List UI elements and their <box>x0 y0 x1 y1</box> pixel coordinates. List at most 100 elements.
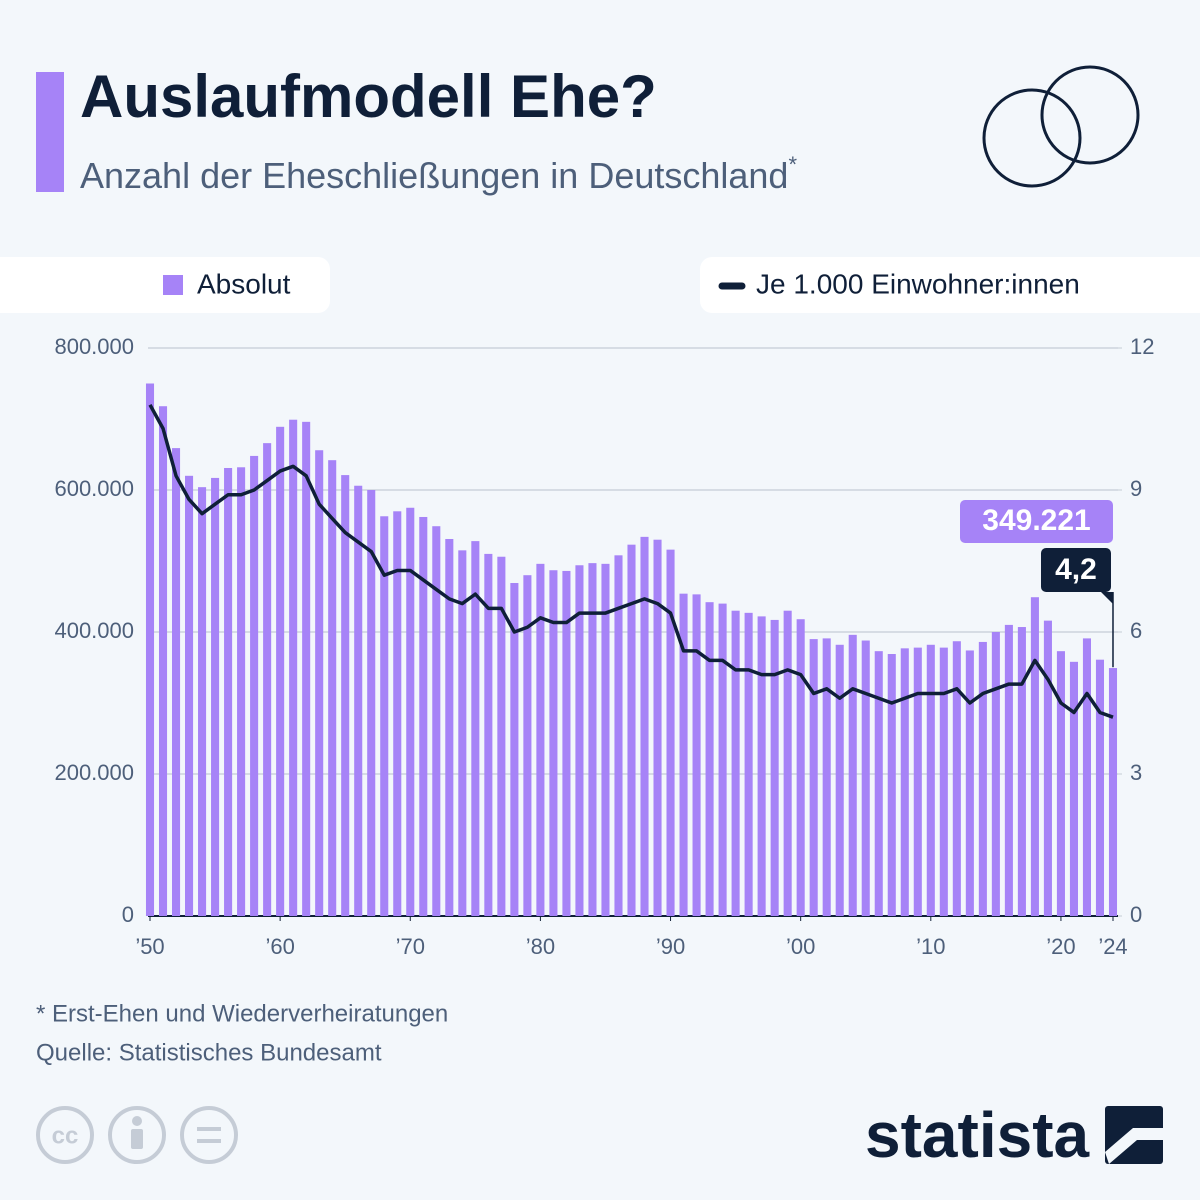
bar <box>302 421 311 916</box>
x-tick-label: ’90 <box>656 934 685 959</box>
source: Quelle: Statistisches Bundesamt <box>36 1039 382 1066</box>
bar <box>575 565 584 916</box>
bar <box>354 485 363 916</box>
bar <box>1043 620 1052 916</box>
brand-icon <box>1105 1106 1163 1164</box>
legend-label: Je 1.000 Einwohner:innen <box>756 268 1080 299</box>
bar <box>328 460 337 916</box>
bar <box>640 536 649 916</box>
bar <box>679 593 688 916</box>
x-tick-label: ’00 <box>786 934 815 959</box>
bar <box>237 467 246 916</box>
bar <box>757 616 766 916</box>
x-tick-label: ’20 <box>1046 934 1075 959</box>
y-tick-label: 0 <box>122 902 134 927</box>
brand-logo: statista <box>865 1099 1090 1171</box>
bar <box>263 443 272 916</box>
bar <box>783 610 792 916</box>
bar <box>952 641 961 916</box>
bar <box>770 619 779 916</box>
value-label: 349.221 <box>982 504 1090 537</box>
line <box>148 403 1114 719</box>
y-tick-label: 800.000 <box>54 334 134 359</box>
legend-box-right <box>700 257 1200 313</box>
title: Auslaufmodell Ehe? <box>80 63 657 130</box>
x-tick-label: ’60 <box>265 934 294 959</box>
bar <box>393 511 402 916</box>
rings-icon <box>982 65 1140 188</box>
y-tick-label: 600.000 <box>54 476 134 501</box>
bar <box>718 603 727 916</box>
y2-tick-label: 6 <box>1130 618 1142 643</box>
bar <box>588 563 597 916</box>
bar <box>1069 661 1078 916</box>
bar <box>536 563 545 916</box>
bar <box>1095 659 1105 916</box>
y2-tick-label: 3 <box>1130 760 1142 785</box>
license-icons: cc <box>36 1106 238 1164</box>
bar <box>731 610 740 916</box>
bar <box>874 651 883 916</box>
bar <box>341 475 350 916</box>
bar <box>510 583 519 916</box>
value-label-box <box>960 500 1113 543</box>
bar <box>484 553 493 916</box>
bar <box>1004 624 1013 916</box>
subtitle-text: Anzahl der Eheschließungen in Deutschlan… <box>80 155 788 196</box>
bar <box>185 475 194 916</box>
y2-tick-label: 12 <box>1130 334 1154 359</box>
subtitle: Anzahl der Eheschließungen in Deutschlan… <box>80 152 797 196</box>
bar <box>1030 597 1039 916</box>
bar <box>276 426 285 916</box>
x-tick-label: ’80 <box>526 934 555 959</box>
value-label-box <box>1040 548 1111 592</box>
bar <box>458 550 467 916</box>
bar <box>978 641 987 916</box>
bar <box>666 549 675 916</box>
bar <box>523 575 532 916</box>
bar <box>224 467 233 916</box>
bar <box>861 640 870 916</box>
bar <box>367 490 376 916</box>
bar <box>171 448 181 916</box>
accent-bar <box>36 72 64 192</box>
bar <box>926 644 935 916</box>
bar <box>289 419 298 916</box>
bar <box>145 383 155 916</box>
subtitle-note: * <box>788 152 797 177</box>
y-tick-label: 200.000 <box>54 760 134 785</box>
bar <box>991 632 1000 916</box>
x-tick-label: ’10 <box>916 934 945 959</box>
bar <box>848 634 857 916</box>
bar <box>497 556 506 916</box>
value-label: 4,2 <box>1055 553 1097 586</box>
bar <box>471 541 480 916</box>
bar <box>211 477 220 916</box>
bar <box>1017 627 1026 916</box>
bar <box>562 570 571 916</box>
y2-tick-label: 9 <box>1130 476 1142 501</box>
bar <box>822 638 831 916</box>
bar <box>1082 638 1092 916</box>
bar <box>939 647 948 916</box>
bar <box>406 507 415 916</box>
bar <box>653 539 662 916</box>
bar <box>692 594 701 916</box>
license-cc: cc <box>52 1122 79 1149</box>
bar <box>887 654 896 916</box>
bar <box>705 602 714 916</box>
bar <box>1056 651 1065 916</box>
bar <box>419 516 428 916</box>
bar <box>250 455 259 916</box>
value-label-tail <box>1100 592 1113 604</box>
bar <box>835 644 844 916</box>
bar <box>809 639 818 916</box>
y2-tick-label: 0 <box>1130 902 1142 927</box>
bar <box>900 648 909 916</box>
x-tick-label: ’24 <box>1098 934 1127 959</box>
bar <box>965 650 974 916</box>
bar <box>601 563 610 916</box>
footnote: * Erst-Ehen und Wiederverheiratungen <box>36 1000 448 1027</box>
x-tick-label: ’70 <box>396 934 425 959</box>
